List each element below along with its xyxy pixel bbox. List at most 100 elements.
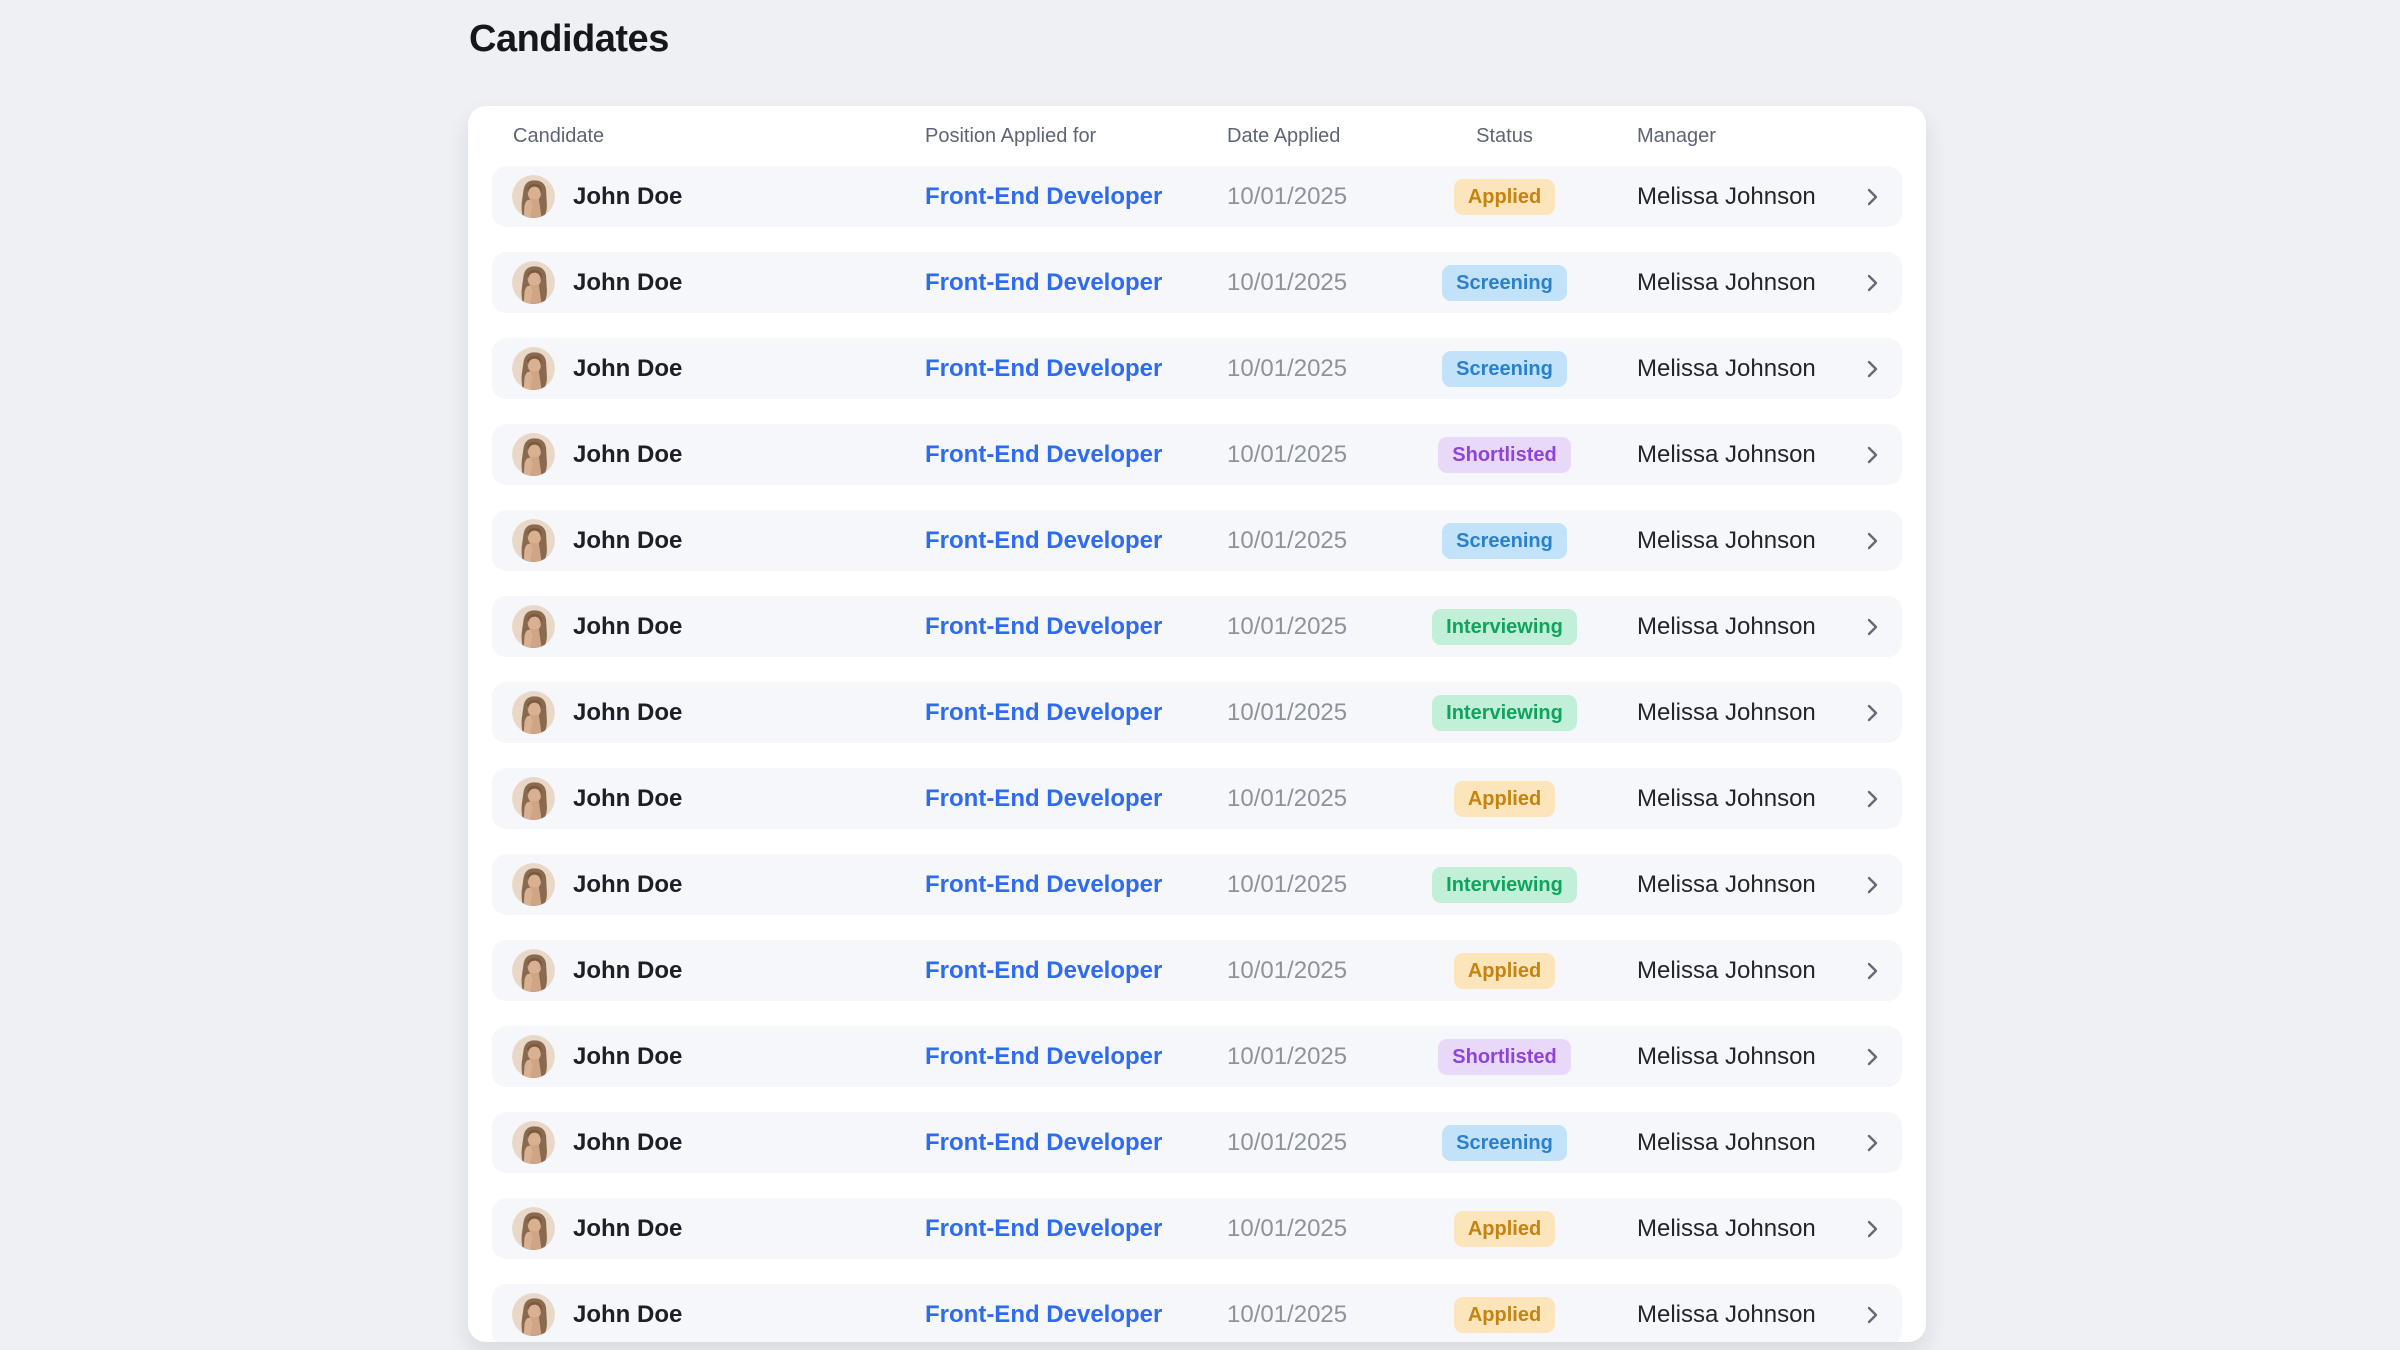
chevron-right-icon[interactable] xyxy=(1860,701,1884,725)
chevron-right-icon[interactable] xyxy=(1860,443,1884,467)
candidate-cell: John Doe xyxy=(492,949,925,992)
chevron-right-icon[interactable] xyxy=(1860,1131,1884,1155)
candidate-name: John Doe xyxy=(573,784,683,812)
candidate-row[interactable]: John Doe Front-End Developer 10/01/2025 … xyxy=(492,682,1902,743)
candidates-table-card: Candidate Position Applied for Date Appl… xyxy=(468,106,1926,1342)
status-badge: Applied xyxy=(1453,1296,1556,1333)
candidate-row[interactable]: John Doe Front-End Developer 10/01/2025 … xyxy=(492,338,1902,399)
candidate-row[interactable]: John Doe Front-End Developer 10/01/2025 … xyxy=(492,940,1902,1001)
position-link[interactable]: Front-End Developer xyxy=(925,526,1163,554)
candidate-row[interactable]: John Doe Front-End Developer 10/01/2025 … xyxy=(492,252,1902,313)
candidate-cell: John Doe xyxy=(492,1293,925,1336)
candidate-name: John Doe xyxy=(573,268,683,296)
candidate-cell: John Doe xyxy=(492,519,925,562)
status-badge: Shortlisted xyxy=(1438,436,1571,473)
chevron-right-icon[interactable] xyxy=(1860,1303,1884,1327)
manager-name: Melissa Johnson xyxy=(1637,1214,1816,1242)
manager-name: Melissa Johnson xyxy=(1637,784,1816,812)
candidate-cell: John Doe xyxy=(492,605,925,648)
candidate-name: John Doe xyxy=(573,1128,683,1156)
column-header-candidate: Candidate xyxy=(513,124,605,147)
position-link[interactable]: Front-End Developer xyxy=(925,612,1163,640)
status-badge: Interviewing xyxy=(1432,694,1577,731)
position-link[interactable]: Front-End Developer xyxy=(925,440,1163,468)
position-link[interactable]: Front-End Developer xyxy=(925,1214,1163,1242)
manager-name: Melissa Johnson xyxy=(1637,612,1816,640)
candidate-name: John Doe xyxy=(573,870,683,898)
status-badge: Applied xyxy=(1453,952,1556,989)
candidate-row[interactable]: John Doe Front-End Developer 10/01/2025 … xyxy=(492,424,1902,485)
candidate-cell: John Doe xyxy=(492,175,925,218)
candidate-row[interactable]: John Doe Front-End Developer 10/01/2025 … xyxy=(492,768,1902,829)
position-link[interactable]: Front-End Developer xyxy=(925,182,1163,210)
candidate-avatar-photo xyxy=(512,519,555,562)
candidate-avatar-photo xyxy=(512,433,555,476)
chevron-right-icon[interactable] xyxy=(1860,185,1884,209)
candidate-name: John Doe xyxy=(573,1300,683,1328)
chevron-right-icon[interactable] xyxy=(1860,787,1884,811)
chevron-right-icon[interactable] xyxy=(1860,873,1884,897)
status-badge: Shortlisted xyxy=(1438,1038,1571,1075)
chevron-right-icon[interactable] xyxy=(1860,529,1884,553)
position-link[interactable]: Front-End Developer xyxy=(925,354,1163,382)
status-badge: Interviewing xyxy=(1432,608,1577,645)
chevron-right-icon[interactable] xyxy=(1860,357,1884,381)
position-link[interactable]: Front-End Developer xyxy=(925,698,1163,726)
manager-name: Melissa Johnson xyxy=(1637,956,1816,984)
manager-name: Melissa Johnson xyxy=(1637,182,1816,210)
status-badge: Screening xyxy=(1442,350,1567,387)
candidate-avatar-photo xyxy=(512,777,555,820)
candidate-row[interactable]: John Doe Front-End Developer 10/01/2025 … xyxy=(492,1198,1902,1259)
candidate-avatar-photo xyxy=(512,605,555,648)
candidate-row[interactable]: John Doe Front-End Developer 10/01/2025 … xyxy=(492,1112,1902,1173)
candidate-row[interactable]: John Doe Front-End Developer 10/01/2025 … xyxy=(492,854,1902,915)
candidate-row[interactable]: John Doe Front-End Developer 10/01/2025 … xyxy=(492,510,1902,571)
position-link[interactable]: Front-End Developer xyxy=(925,956,1163,984)
status-badge: Screening xyxy=(1442,1124,1567,1161)
candidate-row[interactable]: John Doe Front-End Developer 10/01/2025 … xyxy=(492,1026,1902,1087)
candidate-avatar-photo xyxy=(512,347,555,390)
candidate-row[interactable]: John Doe Front-End Developer 10/01/2025 … xyxy=(492,166,1902,227)
position-link[interactable]: Front-End Developer xyxy=(925,268,1163,296)
candidate-row[interactable]: John Doe Front-End Developer 10/01/2025 … xyxy=(492,596,1902,657)
candidate-avatar-photo xyxy=(512,1035,555,1078)
candidate-name: John Doe xyxy=(573,1042,683,1070)
manager-name: Melissa Johnson xyxy=(1637,1042,1816,1070)
candidate-avatar-photo xyxy=(512,261,555,304)
candidate-row[interactable]: John Doe Front-End Developer 10/01/2025 … xyxy=(492,1284,1902,1342)
candidate-name: John Doe xyxy=(573,440,683,468)
date-applied: 10/01/2025 xyxy=(1227,440,1348,468)
candidate-avatar-photo xyxy=(512,1121,555,1164)
position-link[interactable]: Front-End Developer xyxy=(925,784,1163,812)
date-applied: 10/01/2025 xyxy=(1227,784,1348,812)
date-applied: 10/01/2025 xyxy=(1227,268,1348,296)
position-link[interactable]: Front-End Developer xyxy=(925,870,1163,898)
candidate-name: John Doe xyxy=(573,956,683,984)
chevron-right-icon[interactable] xyxy=(1860,1045,1884,1069)
date-applied: 10/01/2025 xyxy=(1227,354,1348,382)
position-link[interactable]: Front-End Developer xyxy=(925,1128,1163,1156)
column-header-status: Status xyxy=(1476,124,1533,147)
manager-name: Melissa Johnson xyxy=(1637,1300,1816,1328)
candidate-avatar-photo xyxy=(512,863,555,906)
manager-name: Melissa Johnson xyxy=(1637,1128,1816,1156)
candidate-name: John Doe xyxy=(573,182,683,210)
status-badge: Applied xyxy=(1453,780,1556,817)
date-applied: 10/01/2025 xyxy=(1227,526,1348,554)
candidate-cell: John Doe xyxy=(492,261,925,304)
manager-name: Melissa Johnson xyxy=(1637,526,1816,554)
chevron-right-icon[interactable] xyxy=(1860,959,1884,983)
chevron-right-icon[interactable] xyxy=(1860,1217,1884,1241)
candidate-avatar-photo xyxy=(512,175,555,218)
table-header-row: Candidate Position Applied for Date Appl… xyxy=(492,106,1902,166)
candidate-name: John Doe xyxy=(573,526,683,554)
candidate-cell: John Doe xyxy=(492,433,925,476)
chevron-right-icon[interactable] xyxy=(1860,271,1884,295)
candidate-name: John Doe xyxy=(573,354,683,382)
date-applied: 10/01/2025 xyxy=(1227,698,1348,726)
chevron-right-icon[interactable] xyxy=(1860,615,1884,639)
candidate-cell: John Doe xyxy=(492,347,925,390)
position-link[interactable]: Front-End Developer xyxy=(925,1042,1163,1070)
position-link[interactable]: Front-End Developer xyxy=(925,1300,1163,1328)
date-applied: 10/01/2025 xyxy=(1227,182,1348,210)
